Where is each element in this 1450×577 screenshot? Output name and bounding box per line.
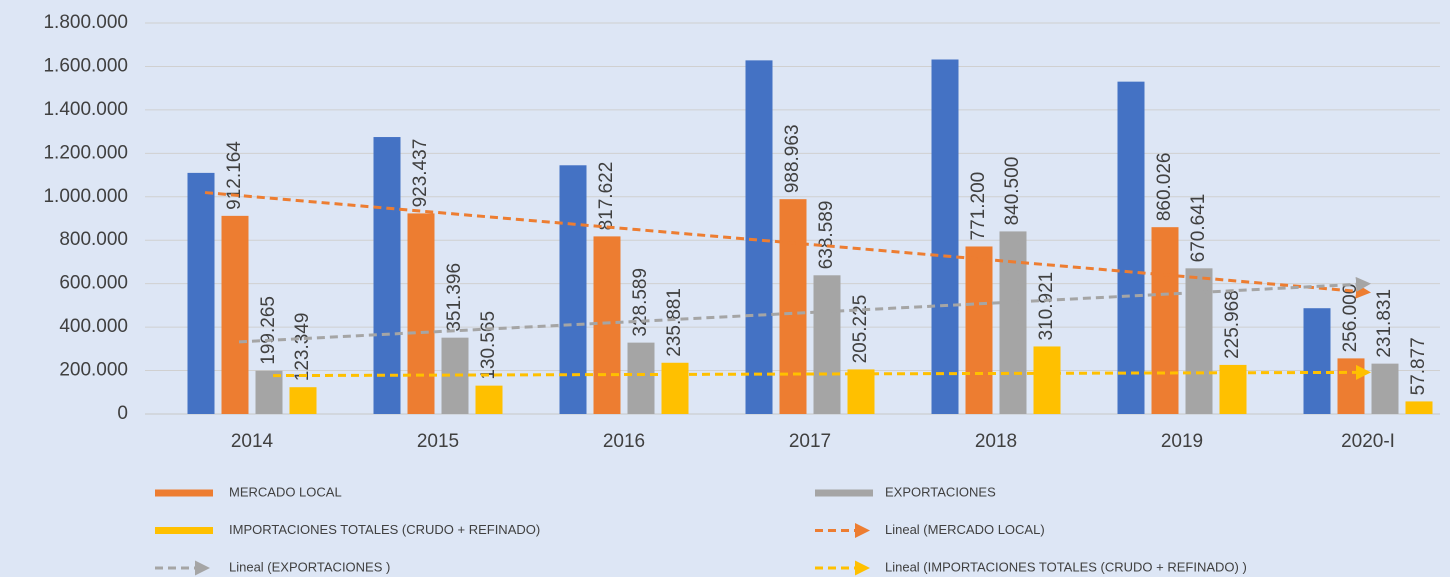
data-label: 231.831 bbox=[1374, 289, 1395, 358]
y-tick-label: 800.000 bbox=[59, 229, 128, 250]
bar bbox=[627, 342, 655, 414]
trend-line bbox=[272, 364, 1371, 380]
data-label: 123.349 bbox=[292, 313, 313, 382]
x-tick-label: 2015 bbox=[417, 431, 459, 452]
data-label: 199.265 bbox=[258, 296, 279, 365]
bar bbox=[999, 231, 1027, 414]
data-label: 817.622 bbox=[596, 162, 617, 231]
bar bbox=[1371, 363, 1399, 414]
bar bbox=[1151, 227, 1179, 414]
legend-label: MERCADO LOCAL bbox=[229, 484, 342, 499]
bar bbox=[559, 165, 587, 414]
data-label: 860.026 bbox=[1154, 152, 1175, 221]
data-label: 988.963 bbox=[782, 124, 803, 193]
bar bbox=[1117, 81, 1145, 415]
bar bbox=[373, 137, 401, 414]
y-tick-label: 0 bbox=[117, 403, 128, 424]
legend-label: IMPORTACIONES TOTALES (CRUDO + REFINADO) bbox=[229, 522, 540, 537]
legend-label: Lineal (EXPORTACIONES ) bbox=[229, 559, 390, 574]
bar bbox=[187, 172, 215, 414]
y-tick-label: 200.000 bbox=[59, 360, 128, 381]
data-label: 256.000 bbox=[1340, 284, 1361, 353]
data-label: 57.877 bbox=[1408, 337, 1429, 395]
y-tick-label: 1.200.000 bbox=[43, 142, 128, 163]
bar bbox=[593, 236, 621, 414]
bar bbox=[745, 60, 773, 415]
legend-label: Lineal (MERCADO LOCAL) bbox=[885, 522, 1045, 537]
x-tick-label: 2014 bbox=[231, 431, 274, 452]
legend-label: Lineal (IMPORTACIONES TOTALES (CRUDO + R… bbox=[885, 559, 1247, 574]
bar bbox=[407, 213, 435, 414]
data-label: 225.968 bbox=[1222, 290, 1243, 359]
y-tick-label: 1.600.000 bbox=[43, 55, 128, 76]
data-label: 205.225 bbox=[850, 295, 871, 364]
x-tick-label: 2020-I bbox=[1341, 431, 1395, 452]
bar bbox=[1185, 268, 1213, 414]
y-tick-label: 400.000 bbox=[59, 316, 128, 337]
bar bbox=[1033, 346, 1061, 414]
x-tick-label: 2016 bbox=[603, 431, 645, 452]
bar bbox=[813, 275, 841, 414]
legend-swatch bbox=[155, 489, 213, 497]
y-tick-label: 600.000 bbox=[59, 273, 128, 294]
bar bbox=[475, 385, 503, 414]
y-tick-label: 1.800.000 bbox=[43, 12, 128, 33]
bar bbox=[661, 362, 689, 414]
data-label: 670.641 bbox=[1188, 194, 1209, 263]
data-label: 328.589 bbox=[630, 268, 651, 337]
x-tick-label: 2018 bbox=[975, 431, 1017, 452]
bar bbox=[931, 59, 959, 414]
data-label: 235.881 bbox=[664, 288, 685, 357]
bar bbox=[779, 199, 807, 414]
bar bbox=[1337, 358, 1365, 414]
data-label: 310.921 bbox=[1036, 272, 1057, 341]
bar bbox=[1405, 401, 1433, 414]
bar bbox=[289, 387, 317, 414]
data-label: 351.396 bbox=[444, 263, 465, 332]
trend-line bbox=[238, 276, 1371, 344]
data-label: 771.200 bbox=[968, 172, 989, 241]
x-tick-label: 2019 bbox=[1161, 431, 1203, 452]
data-label: 912.164 bbox=[224, 141, 245, 210]
legend-swatch bbox=[155, 527, 213, 534]
data-label: 130.565 bbox=[478, 311, 499, 380]
x-tick-label: 2017 bbox=[789, 431, 831, 452]
bar bbox=[965, 246, 993, 414]
legend-label: EXPORTACIONES bbox=[885, 484, 996, 499]
y-tick-label: 1.400.000 bbox=[43, 99, 128, 120]
legend-swatch bbox=[815, 489, 873, 497]
data-label: 840.500 bbox=[1002, 157, 1023, 226]
bar bbox=[847, 369, 875, 414]
bar bbox=[221, 215, 249, 414]
y-tick-label: 1.000.000 bbox=[43, 186, 128, 207]
bar bbox=[255, 370, 283, 414]
data-label: 923.437 bbox=[410, 139, 431, 208]
bar bbox=[1303, 308, 1331, 414]
data-label: 638.589 bbox=[816, 201, 837, 270]
